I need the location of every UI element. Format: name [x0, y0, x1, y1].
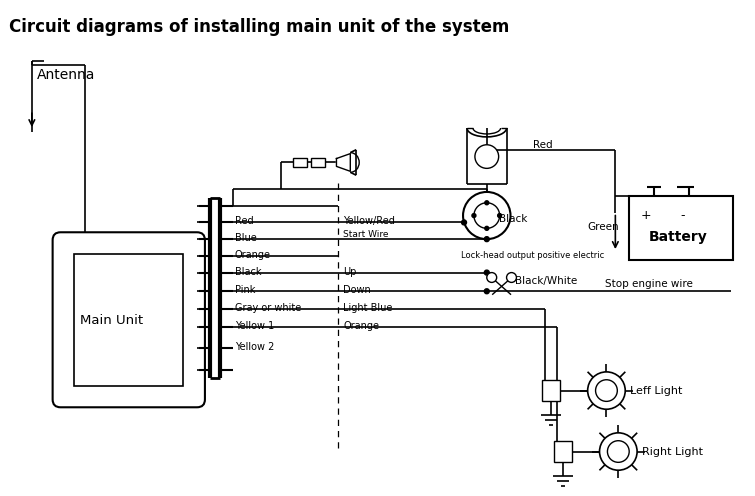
Text: Leff Light: Leff Light: [630, 385, 683, 396]
Text: Circuit diagrams of installing main unit of the system: Circuit diagrams of installing main unit…: [9, 18, 510, 36]
Circle shape: [484, 289, 489, 294]
Text: Yellow/Red: Yellow/Red: [344, 216, 396, 227]
Bar: [311, 158, 325, 167]
Circle shape: [485, 201, 488, 205]
Text: Yellow 2: Yellow 2: [235, 342, 274, 352]
Text: Black: Black: [498, 213, 527, 224]
Text: Gray or white: Gray or white: [235, 303, 300, 313]
Text: Orange: Orange: [344, 321, 379, 331]
Circle shape: [608, 441, 629, 462]
Text: Black/White: Black/White: [516, 276, 578, 286]
Bar: [629, 196, 733, 260]
Bar: [542, 380, 560, 401]
Circle shape: [472, 214, 476, 218]
Text: Right Light: Right Light: [642, 446, 703, 456]
Circle shape: [596, 380, 618, 401]
Text: Black: Black: [235, 266, 261, 277]
Text: Red: Red: [235, 216, 253, 227]
Text: Down: Down: [344, 285, 371, 295]
Circle shape: [475, 145, 498, 168]
Text: Antenna: Antenna: [37, 68, 95, 82]
Text: Green: Green: [587, 222, 619, 232]
Text: +: +: [641, 209, 652, 222]
Bar: [75, 254, 183, 386]
Text: Yellow 1: Yellow 1: [235, 321, 274, 331]
Circle shape: [474, 203, 500, 228]
Circle shape: [485, 226, 488, 230]
Text: Stop engine wire: Stop engine wire: [606, 279, 693, 289]
Circle shape: [484, 270, 489, 275]
Circle shape: [463, 192, 510, 239]
Circle shape: [484, 237, 489, 242]
Circle shape: [461, 220, 467, 225]
Text: Red: Red: [533, 140, 553, 150]
Text: Main Unit: Main Unit: [80, 314, 143, 327]
Circle shape: [599, 433, 637, 470]
Circle shape: [487, 273, 497, 282]
Bar: [293, 158, 307, 167]
Circle shape: [507, 273, 516, 282]
Bar: [554, 441, 572, 462]
Text: Up: Up: [344, 266, 357, 277]
Circle shape: [587, 372, 625, 409]
Text: Light Blue: Light Blue: [344, 303, 393, 313]
Polygon shape: [337, 154, 350, 171]
Text: Lock-head output positive electric: Lock-head output positive electric: [461, 251, 604, 260]
Text: -: -: [680, 209, 685, 222]
Text: Blue: Blue: [235, 233, 257, 243]
FancyBboxPatch shape: [53, 232, 205, 407]
Text: Orange: Orange: [235, 250, 270, 260]
Text: Start Wire: Start Wire: [344, 230, 389, 239]
Text: Battery: Battery: [649, 230, 707, 244]
Circle shape: [498, 214, 501, 218]
Text: Pink: Pink: [235, 285, 255, 295]
